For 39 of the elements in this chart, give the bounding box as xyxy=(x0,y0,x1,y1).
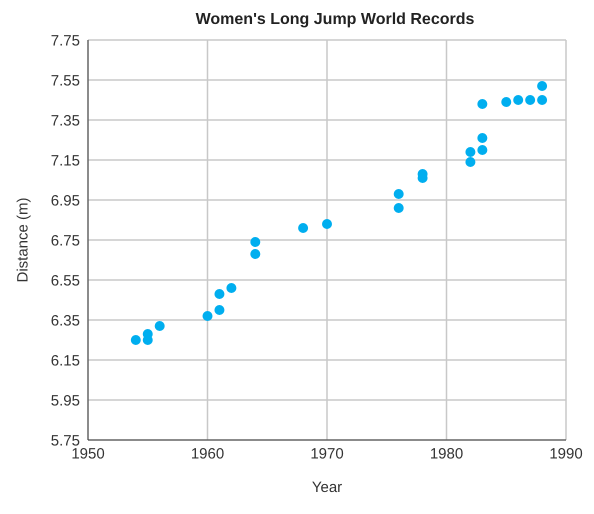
point xyxy=(465,147,476,157)
point xyxy=(130,335,141,345)
y-tick-label: 6.75 xyxy=(50,232,80,250)
point xyxy=(394,203,404,213)
point xyxy=(525,95,536,105)
point xyxy=(250,249,260,259)
point xyxy=(537,81,548,91)
chart-title: Women's Long Jump World Records xyxy=(194,10,476,30)
point xyxy=(477,133,488,143)
y-tick-label: 6.95 xyxy=(50,192,80,210)
point xyxy=(394,189,404,199)
point xyxy=(322,219,332,229)
y-tick-label: 5.95 xyxy=(50,392,80,410)
y-tick-label: 6.15 xyxy=(50,352,80,370)
y-tick-label: 7.75 xyxy=(50,32,80,50)
x-axis-title: Year xyxy=(312,479,342,496)
y-tick-label: 7.35 xyxy=(50,112,80,130)
point xyxy=(477,145,488,155)
point xyxy=(202,311,212,321)
point xyxy=(250,237,260,247)
point xyxy=(298,223,308,233)
point xyxy=(465,157,476,167)
point xyxy=(501,97,512,107)
point xyxy=(214,305,224,315)
x-tick-label: 1970 xyxy=(310,446,344,463)
y-axis-title: Distance (m) xyxy=(14,197,32,283)
y-tick-label: 7.15 xyxy=(50,152,80,170)
point xyxy=(477,99,488,109)
y-tick-label: 7.55 xyxy=(50,72,80,90)
point xyxy=(214,289,224,299)
x-tick-label: 1960 xyxy=(190,446,224,463)
point xyxy=(154,321,165,331)
y-tick-label: 6.55 xyxy=(50,272,80,290)
x-tick-label: 1980 xyxy=(430,446,464,463)
y-tick-label: 6.35 xyxy=(50,312,80,330)
x-tick-label: 1990 xyxy=(549,446,583,463)
point xyxy=(226,283,236,293)
point xyxy=(513,95,524,105)
point xyxy=(537,95,548,105)
